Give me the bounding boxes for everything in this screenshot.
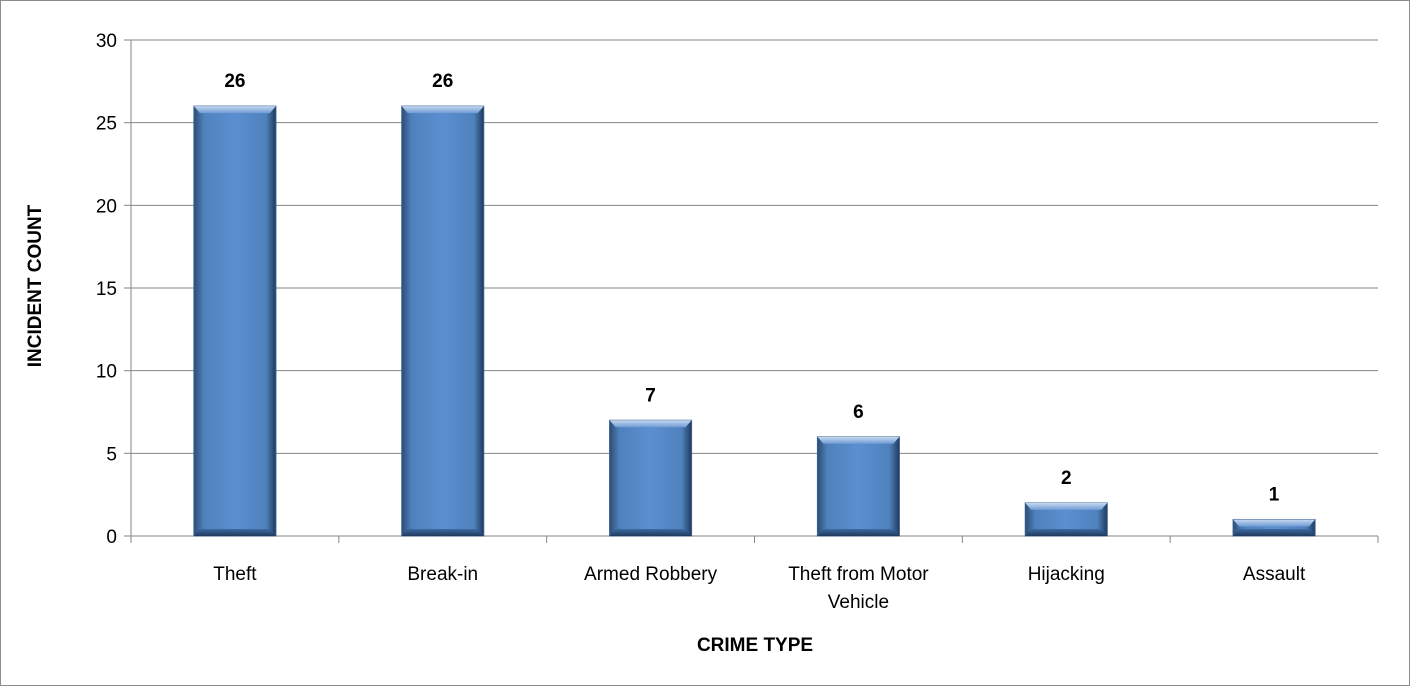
x-tick-label: Hijacking [1028, 564, 1105, 585]
data-label: 6 [853, 402, 864, 423]
x-tick-label-line: Armed Robbery [584, 564, 718, 585]
bar-bevel-top [1025, 502, 1108, 510]
bar-bevel-top [609, 420, 692, 428]
bar-bevel-bottom [401, 529, 484, 536]
y-tick-label: 30 [96, 31, 117, 52]
bars [193, 105, 1316, 537]
x-tick-label-line: Hijacking [1028, 564, 1105, 585]
x-tick-label-line: Theft [213, 564, 257, 585]
bar-armed-robbery [609, 419, 693, 537]
x-tick-label: Assault [1243, 564, 1306, 585]
y-tick-label: 0 [106, 527, 117, 548]
x-tick-label-line: Break-in [407, 564, 478, 585]
bar-bevel-top [401, 106, 484, 114]
bar-bevel-top [817, 436, 900, 444]
data-label: 2 [1061, 468, 1072, 489]
y-axis-title: INCIDENT COUNT [25, 204, 46, 367]
x-tick-label: Theft [213, 564, 257, 585]
bar-bevel-top [1233, 519, 1316, 527]
x-tick-label: Armed Robbery [584, 564, 718, 585]
bar-body [609, 419, 693, 537]
bar-bevel-bottom [609, 529, 692, 536]
bar-theft [193, 105, 277, 537]
y-tick-label: 5 [106, 444, 117, 465]
bar-body [401, 105, 485, 537]
bar-bevel-bottom [1233, 529, 1316, 536]
x-tick-label-line: Vehicle [828, 592, 889, 613]
axes [124, 39, 1379, 543]
bar-theft-from-motor-vehicle [816, 436, 900, 537]
bar-body [816, 436, 900, 537]
y-tick-label: 25 [96, 114, 117, 135]
x-tick-label: Theft from Motor Vehicle [788, 564, 929, 613]
y-tick-label: 10 [96, 362, 117, 383]
x-axis-title: CRIME TYPE [697, 635, 813, 656]
bar-bevel-bottom [1025, 529, 1108, 536]
data-label: 7 [645, 385, 656, 406]
bar-assault [1232, 518, 1316, 537]
bar-hijacking [1024, 502, 1108, 537]
y-tick-label: 20 [96, 196, 117, 217]
y-tick-label: 15 [96, 279, 117, 300]
gridlines [131, 39, 1378, 454]
x-tick-label-line: Theft from Motor [788, 564, 929, 585]
bar-bevel-bottom [817, 529, 900, 536]
bar-bevel-bottom [193, 529, 276, 536]
bar-break-in [401, 105, 485, 537]
data-label: 1 [1269, 484, 1280, 505]
x-tick-label-line: Assault [1243, 564, 1306, 585]
x-tick-label: Break-in [407, 564, 478, 585]
data-label: 26 [432, 71, 453, 92]
data-label: 26 [224, 71, 245, 92]
bar-bevel-top [193, 106, 276, 114]
bar-body [193, 105, 277, 537]
